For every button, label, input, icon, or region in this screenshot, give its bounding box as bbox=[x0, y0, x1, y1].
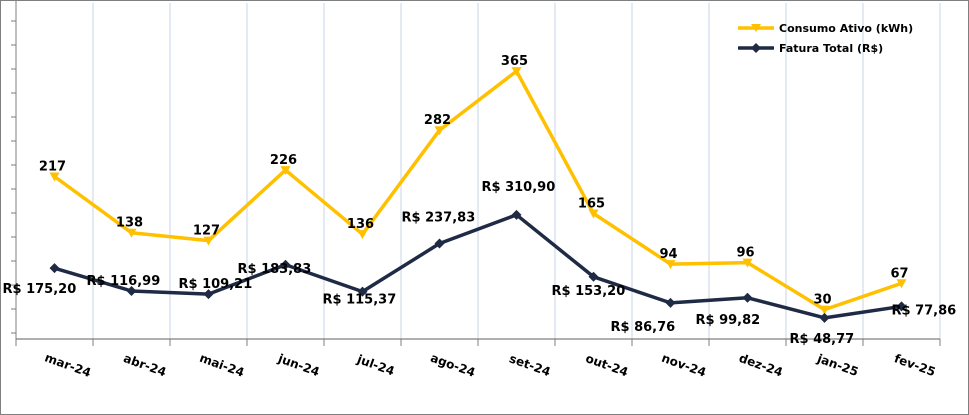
data-label: R$ 109,21 bbox=[179, 277, 253, 292]
legend-triangle-icon bbox=[751, 24, 761, 32]
triangle-marker bbox=[896, 279, 907, 289]
data-label: 165 bbox=[578, 197, 605, 212]
diamond-marker bbox=[742, 292, 753, 303]
legend-label: Fatura Total (R$) bbox=[779, 42, 883, 55]
triangle-marker bbox=[434, 126, 445, 136]
x-tick-label: out-24 bbox=[584, 351, 630, 379]
diamond-marker bbox=[511, 209, 522, 220]
triangle-marker bbox=[742, 258, 753, 268]
x-tick-label: fev-25 bbox=[892, 351, 937, 379]
x-tick-label: mar-24 bbox=[43, 350, 93, 380]
diamond-marker bbox=[280, 259, 291, 270]
triangle-marker bbox=[588, 209, 599, 219]
data-label: R$ 48,77 bbox=[790, 332, 855, 347]
x-tick-label: jun-24 bbox=[275, 351, 321, 379]
x-tick-label: abr-24 bbox=[122, 351, 168, 379]
x-tick-label: dez-24 bbox=[737, 351, 784, 380]
data-label: R$ 77,86 bbox=[892, 303, 957, 318]
diamond-marker bbox=[357, 286, 368, 297]
series-line-1 bbox=[54, 213, 902, 320]
triangle-marker bbox=[357, 230, 368, 240]
data-label: 67 bbox=[890, 266, 908, 281]
diamond-marker bbox=[203, 289, 214, 300]
data-label: 136 bbox=[347, 217, 374, 232]
data-label: R$ 183,83 bbox=[238, 262, 312, 277]
data-label: R$ 153,20 bbox=[552, 284, 626, 299]
data-label: 30 bbox=[813, 293, 831, 308]
triangle-marker bbox=[511, 67, 522, 77]
data-label: 96 bbox=[736, 246, 754, 261]
x-tick-label: jan-25 bbox=[815, 351, 861, 379]
data-label: 127 bbox=[193, 224, 220, 239]
data-label: 365 bbox=[501, 54, 528, 69]
x-tick-label: nov-24 bbox=[660, 351, 708, 380]
data-label: R$ 99,82 bbox=[696, 313, 761, 328]
data-label: 282 bbox=[424, 113, 451, 128]
data-label: R$ 175,20 bbox=[3, 282, 77, 297]
diamond-marker bbox=[665, 297, 676, 308]
data-label: 217 bbox=[39, 159, 66, 174]
diamond-marker bbox=[819, 312, 830, 323]
data-label: R$ 115,37 bbox=[323, 293, 397, 308]
legend-label: Consumo Ativo (kWh) bbox=[779, 22, 913, 35]
data-label: 226 bbox=[270, 153, 297, 168]
data-label: R$ 310,90 bbox=[482, 180, 556, 195]
diamond-marker bbox=[126, 286, 137, 297]
diamond-marker bbox=[896, 301, 907, 312]
x-tick-label: jul-24 bbox=[354, 352, 396, 379]
diamond-marker bbox=[49, 263, 60, 274]
diamond-marker bbox=[434, 238, 445, 249]
data-label: R$ 86,76 bbox=[611, 320, 676, 335]
x-tick-label: set-24 bbox=[507, 351, 552, 379]
x-tick-label: mai-24 bbox=[198, 351, 246, 380]
data-label: R$ 237,83 bbox=[402, 211, 476, 226]
series-line-0 bbox=[53, 69, 903, 312]
legend-diamond-icon bbox=[751, 43, 761, 53]
triangle-marker bbox=[280, 166, 291, 176]
data-label: 138 bbox=[116, 216, 143, 231]
triangle-marker bbox=[49, 172, 60, 182]
x-tick-label: ago-24 bbox=[429, 351, 478, 380]
triangle-marker bbox=[203, 236, 214, 246]
triangle-marker bbox=[126, 228, 137, 238]
data-label: 94 bbox=[659, 247, 677, 262]
triangle-marker bbox=[819, 305, 830, 315]
triangle-marker bbox=[665, 260, 676, 270]
data-label: R$ 116,99 bbox=[87, 274, 161, 289]
diamond-marker bbox=[588, 271, 599, 282]
